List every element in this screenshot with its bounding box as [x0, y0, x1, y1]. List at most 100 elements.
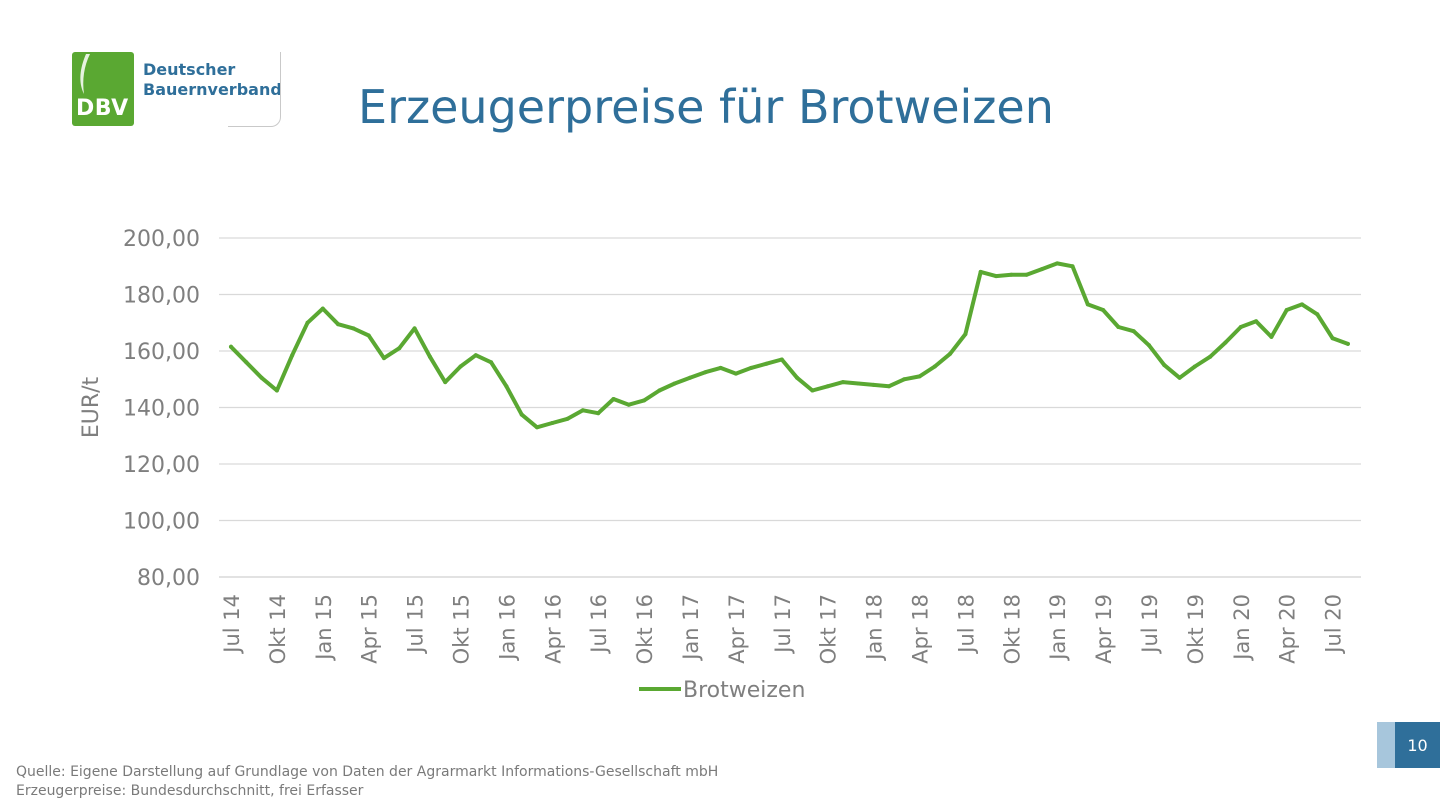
leaf-icon — [80, 54, 90, 94]
data-point — [366, 333, 371, 338]
series-line-brotweizen — [229, 261, 1350, 430]
y-tick-label: 120,00 — [123, 453, 200, 478]
data-point — [810, 388, 815, 393]
data-point — [1223, 340, 1228, 345]
x-tick-label: Okt 16 — [633, 594, 657, 664]
y-tick-label: 100,00 — [123, 510, 200, 535]
data-point — [397, 346, 402, 351]
data-point — [244, 360, 249, 365]
data-point — [932, 364, 937, 369]
data-point — [489, 360, 494, 365]
dbv-logo: DBV Deutscher Bauernverband — [72, 52, 282, 128]
x-tick-label: Apr 18 — [909, 594, 933, 664]
data-point — [994, 274, 998, 279]
data-point — [856, 381, 861, 386]
data-point — [1024, 272, 1029, 277]
data-point — [917, 374, 922, 379]
data-point — [1345, 341, 1350, 346]
y-tick-label: 160,00 — [123, 340, 200, 365]
logo-name-line1: Deutscher — [143, 60, 236, 79]
data-point — [611, 397, 616, 401]
data-point — [1300, 302, 1304, 307]
source-line-2: Erzeugerpreise: Bundesdurchschnitt, frei… — [16, 783, 364, 799]
data-point — [1131, 329, 1136, 334]
x-tick-label: Jul 15 — [404, 594, 428, 655]
data-point — [458, 364, 463, 369]
logo-name-line2: Bauernverband — [143, 80, 282, 99]
source-note: Quelle: Eigene Darstellung auf Grundlage… — [16, 763, 718, 801]
data-point — [886, 384, 891, 389]
data-point — [948, 351, 953, 356]
x-tick-label: Jan 17 — [679, 594, 703, 662]
data-point — [274, 388, 279, 393]
data-point — [642, 398, 647, 403]
y-tick-label: 140,00 — [123, 397, 200, 422]
data-point — [1315, 312, 1320, 317]
logo-name: Deutscher Bauernverband — [143, 60, 282, 100]
grid-lines — [219, 237, 1361, 578]
page-number-accent — [1377, 722, 1395, 768]
x-tick-label: Jul 17 — [771, 594, 795, 655]
data-point — [795, 375, 800, 380]
x-tick-label: Okt 14 — [266, 594, 290, 664]
data-point — [1162, 363, 1167, 368]
data-point — [825, 384, 830, 389]
data-point — [1116, 325, 1121, 329]
data-point — [565, 416, 570, 421]
logo-frame — [228, 52, 281, 127]
data-point — [1055, 261, 1060, 266]
x-tick-label: Okt 17 — [817, 594, 841, 664]
data-point — [443, 380, 448, 385]
data-point — [841, 380, 845, 385]
data-point — [290, 353, 295, 358]
data-point — [688, 375, 692, 380]
x-tick-label: Apr 15 — [358, 594, 382, 664]
legend-label-brotweizen: Brotweizen — [683, 678, 805, 703]
x-tick-label: Jul 20 — [1322, 594, 1346, 655]
data-point — [1208, 354, 1213, 359]
x-tick-label: Jan 18 — [863, 594, 887, 662]
logo-abbreviation: DBV — [76, 96, 129, 121]
data-point — [229, 344, 233, 349]
data-point — [504, 384, 509, 389]
data-point — [427, 354, 432, 359]
data-point — [1238, 325, 1243, 329]
data-point — [320, 306, 325, 311]
data-point — [657, 388, 662, 393]
x-tick-label: Jul 14 — [220, 594, 244, 655]
data-point — [550, 421, 555, 425]
data-point — [305, 320, 310, 325]
page-number: 10 — [1395, 722, 1440, 768]
data-point — [733, 371, 738, 376]
data-point — [978, 269, 983, 274]
source-line-1: Quelle: Eigene Darstellung auf Grundlage… — [16, 764, 719, 780]
x-tick-labels: Jul 14 Okt 14 Jan 15 Apr 15 Jul 15 Okt 15 Jan … — [220, 594, 1346, 664]
x-tick-label: Apr 16 — [541, 594, 565, 664]
data-point — [779, 357, 784, 362]
data-point — [1009, 272, 1014, 277]
data-point — [718, 365, 723, 370]
data-point — [1039, 267, 1044, 272]
data-point — [382, 356, 386, 361]
data-point — [1070, 264, 1075, 269]
y-tick-label: 200,00 — [123, 227, 200, 252]
data-point — [902, 377, 907, 382]
x-tick-label: Okt 18 — [1000, 594, 1024, 664]
data-point — [703, 370, 708, 375]
x-tick-label: Jan 19 — [1046, 594, 1070, 662]
x-tick-label: Jul 19 — [1138, 594, 1162, 655]
data-point — [535, 425, 539, 430]
x-tick-label: Apr 20 — [1276, 594, 1300, 664]
page-title: Erzeugerpreise für Brotweizen — [358, 80, 1054, 134]
data-point — [1330, 336, 1335, 341]
data-point — [764, 361, 769, 366]
legend: Brotweizen — [639, 678, 805, 703]
data-point — [1147, 343, 1151, 348]
x-tick-label: Jan 20 — [1230, 594, 1254, 662]
data-point — [1192, 364, 1197, 369]
x-tick-label: Apr 19 — [1092, 594, 1116, 664]
data-point — [963, 332, 968, 337]
data-point — [519, 412, 524, 417]
price-line-chart: 80,00 100,00 120,00 140,00 160,00 180,00 200,0… — [79, 227, 1361, 703]
x-tick-label: Jan 15 — [312, 594, 336, 662]
